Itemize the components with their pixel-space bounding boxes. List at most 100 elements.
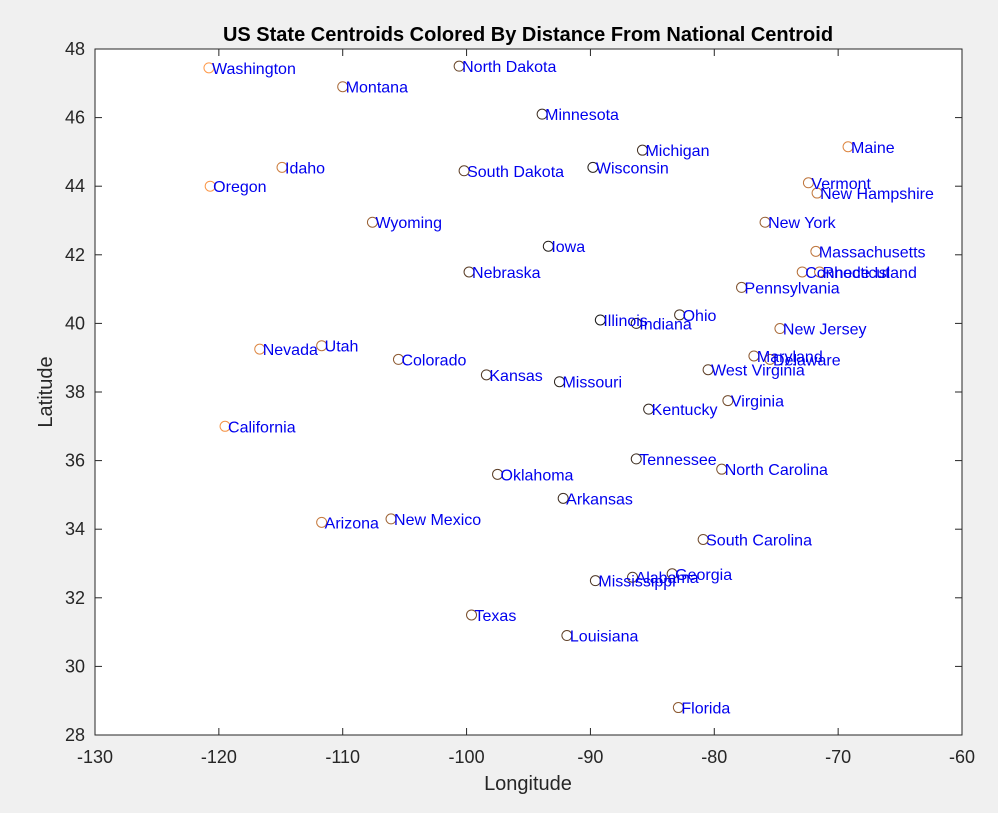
data-point [536, 108, 548, 120]
data-point [842, 141, 854, 153]
data-point [466, 609, 478, 621]
x-axis-ticks: -130 -120 -110 -100 -90 -80 -70 -60 [77, 49, 975, 767]
data-point [276, 161, 288, 173]
point-labels: Washington Montana North Dakota Minnesota Mi… [212, 59, 934, 717]
data-point [594, 314, 606, 326]
point-label: New Jersey [783, 322, 867, 339]
point-label: Missouri [562, 375, 622, 392]
x-tick-label: -110 [325, 747, 360, 767]
point-label: Wyoming [375, 215, 442, 232]
data-point [630, 317, 642, 329]
data-point [811, 187, 823, 199]
point-label: Florida [681, 701, 730, 718]
data-point [630, 453, 642, 465]
data-point [736, 281, 748, 293]
point-label: Texas [475, 608, 517, 625]
data-point [810, 245, 822, 257]
data-point [557, 492, 569, 504]
data-point [748, 350, 760, 362]
data-point [636, 144, 648, 156]
point-label: Pennsylvania [745, 280, 840, 297]
point-label: North Carolina [725, 462, 828, 479]
data-point [814, 266, 826, 278]
data-point [589, 575, 601, 587]
point-label: Maine [851, 140, 895, 157]
data-point [458, 165, 470, 177]
data-point [561, 630, 573, 642]
point-label: Kentucky [652, 402, 718, 419]
data-point [385, 513, 397, 525]
y-tick-label: 44 [65, 176, 85, 196]
data-point [643, 403, 655, 415]
point-label: Alabama [636, 570, 699, 587]
data-point [463, 266, 475, 278]
point-label: Idaho [285, 160, 325, 177]
data-points [203, 60, 854, 714]
data-point [204, 180, 216, 192]
data-point [627, 571, 639, 583]
data-point [802, 177, 814, 189]
data-point [702, 364, 714, 376]
y-tick-label: 36 [65, 451, 85, 471]
point-label: Montana [346, 80, 408, 97]
y-tick-label: 30 [65, 656, 85, 676]
data-point [542, 240, 554, 252]
data-point [666, 568, 678, 580]
point-label: Arizona [325, 515, 379, 532]
data-point [764, 353, 776, 365]
data-point [674, 309, 686, 321]
point-label: Maryland [757, 349, 823, 366]
point-label: Connecticut [805, 265, 890, 282]
data-point [316, 516, 328, 528]
point-label: Utah [325, 339, 359, 356]
y-tick-label: 42 [65, 245, 85, 265]
data-point [480, 369, 492, 381]
point-label: Georgia [675, 567, 732, 584]
point-label: Louisiana [570, 629, 639, 646]
x-tick-label: -80 [701, 747, 727, 767]
y-tick-label: 40 [65, 313, 85, 333]
point-label: West Virginia [711, 363, 805, 380]
point-label: New Mexico [394, 512, 481, 529]
data-point [492, 468, 504, 480]
x-tick-label: -120 [201, 747, 237, 767]
point-label: Vermont [811, 176, 871, 193]
point-label: South Carolina [706, 532, 812, 549]
point-label: Tennessee [639, 452, 716, 469]
data-point [316, 340, 328, 352]
y-tick-label: 28 [65, 725, 85, 745]
point-label: Oklahoma [501, 467, 574, 484]
data-point [254, 343, 266, 355]
y-axis-ticks: 28 30 32 34 36 38 40 42 44 46 48 [65, 39, 962, 745]
point-label: Washington [212, 61, 296, 78]
y-axis-label: Latitude [35, 356, 57, 427]
point-label: New York [768, 215, 837, 232]
data-point [553, 376, 565, 388]
point-label: Rhode Island [823, 265, 917, 282]
x-tick-label: -60 [949, 747, 975, 767]
point-label: Mississippi [598, 574, 675, 591]
data-point [392, 353, 404, 365]
y-tick-label: 38 [65, 382, 85, 402]
plot-area [95, 49, 962, 735]
point-label: North Dakota [462, 59, 556, 76]
axes-box [94, 48, 963, 736]
x-tick-label: -100 [449, 747, 485, 767]
point-label: New Hampshire [820, 186, 934, 203]
point-label: Illinois [603, 313, 647, 330]
point-label: Delaware [773, 352, 841, 369]
point-label: Colorado [401, 352, 466, 369]
point-label: Indiana [639, 316, 692, 333]
point-label: Nebraska [472, 265, 541, 282]
chart-title: US State Centroids Colored By Distance F… [223, 24, 833, 46]
point-label: Massachusetts [819, 244, 926, 261]
point-label: Minnesota [545, 107, 619, 124]
point-label: Iowa [551, 239, 585, 256]
data-point [587, 161, 599, 173]
x-axis-label: Longitude [484, 773, 572, 795]
point-label: South Dakota [467, 164, 564, 181]
data-point [722, 395, 734, 407]
data-point [774, 323, 786, 335]
